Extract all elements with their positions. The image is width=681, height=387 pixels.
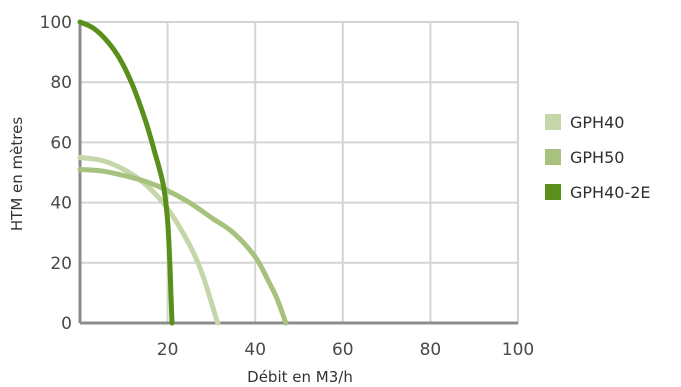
grid [80, 21, 519, 323]
x-tick-label: 20 [157, 340, 179, 360]
legend-swatch-gph40-2e [545, 184, 561, 200]
y-tick-label: 100 [40, 13, 72, 33]
y-tick-label: 0 [61, 314, 72, 334]
x-axis-title: Débit en M3/h [247, 368, 353, 386]
y-tick-label: 60 [50, 133, 72, 153]
series-line-gph50 [77, 167, 289, 326]
legend-item-gph40-2e: GPH40-2E [545, 183, 651, 202]
legend-swatch-gph50 [545, 149, 561, 165]
legend-swatch-gph40 [545, 114, 561, 130]
y-axis-title: HTM en mètres [8, 117, 26, 231]
legend-item-gph50: GPH50 [545, 148, 624, 167]
x-tick-label: 40 [244, 340, 266, 360]
y-tick-label: 40 [50, 194, 72, 214]
tick-labels: 0 20 40 60 80 100 20 40 60 80 100 [40, 13, 535, 360]
series-layer [77, 19, 289, 326]
legend: GPH40 GPH50 GPH40-2E [545, 113, 651, 202]
legend-item-gph40: GPH40 [545, 113, 624, 132]
x-tick-label: 100 [502, 340, 534, 360]
y-tick-label: 80 [50, 73, 72, 93]
legend-label-gph40: GPH40 [570, 113, 624, 132]
axes [78, 22, 518, 325]
y-tick-label: 20 [50, 254, 72, 274]
legend-label-gph40-2e: GPH40-2E [570, 183, 651, 202]
legend-label-gph50: GPH50 [570, 148, 624, 167]
x-tick-label: 60 [332, 340, 354, 360]
series-line-gph40-2e [77, 19, 175, 326]
x-tick-label: 80 [420, 340, 442, 360]
